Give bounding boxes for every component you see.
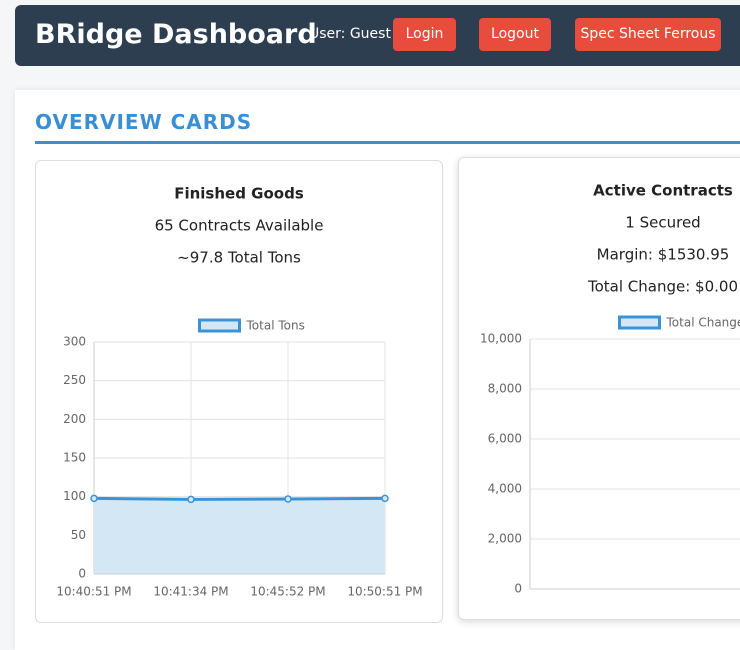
y-tick-label: 0	[514, 582, 522, 596]
x-tick-label: 10:41:34 PM	[153, 585, 228, 599]
x-tick-label: 10:45:52 PM	[250, 585, 325, 599]
y-tick-label: 2,000	[488, 532, 522, 546]
y-tick-label: 50	[71, 528, 86, 542]
x-tick-label: 10:50:51 PM	[347, 585, 422, 599]
y-tick-label: 150	[63, 451, 86, 465]
legend-swatch	[620, 317, 660, 328]
y-tick-label: 300	[63, 335, 86, 349]
legend-label: Total Change	[666, 316, 740, 330]
logout-button[interactable]: Logout	[479, 18, 551, 51]
point	[188, 496, 194, 502]
y-tick-label: 10,000	[480, 332, 522, 346]
page: BRidge Dashboard User: Guest Login Logou…	[0, 0, 740, 634]
y-tick-label: 4,000	[488, 482, 522, 496]
point	[91, 495, 97, 501]
area	[94, 498, 385, 574]
legend-swatch	[200, 320, 240, 331]
app-title: BRidge Dashboard	[35, 19, 317, 50]
y-tick-label: 8,000	[488, 382, 522, 396]
card-title: Finished Goods	[174, 185, 304, 203]
login-button[interactable]: Login	[393, 18, 456, 51]
spec-sheet-button[interactable]: Spec Sheet Ferrous	[575, 18, 721, 51]
line	[94, 498, 385, 499]
card-content: Finished Goods 65 Contracts Available ~97.…	[36, 161, 442, 622]
y-tick-label: 200	[63, 412, 86, 426]
point	[285, 496, 291, 502]
card-content: Active Contracts 1 Secured Margin: $1530.9…	[459, 158, 740, 619]
point	[382, 495, 388, 501]
y-tick-label: 6,000	[488, 432, 522, 446]
legend-label: Total Tons	[246, 319, 305, 333]
section-title: OVERVIEW CARDS	[35, 110, 252, 134]
card: Finished Goods 65 Contracts Available ~97.…	[35, 160, 443, 623]
card: Active Contracts 1 Secured Margin: $1530.9…	[458, 157, 740, 620]
card-line: 65 Contracts Available	[155, 217, 324, 235]
y-tick-label: 100	[63, 489, 86, 503]
card-line: Total Change: $0.00	[587, 278, 738, 296]
card-line: 1 Secured	[625, 214, 700, 232]
header: BRidge Dashboard User: Guest Login Logou…	[15, 5, 740, 66]
y-tick-label: 250	[63, 373, 86, 387]
card-title: Active Contracts	[593, 182, 733, 200]
x-tick-label: 10:40:51 PM	[56, 585, 131, 599]
section-underline	[35, 141, 740, 144]
card-line: Margin: $1530.95	[597, 246, 730, 264]
y-tick-label: 0	[78, 567, 86, 581]
user-label: User: Guest	[309, 26, 391, 42]
card-line: ~97.8 Total Tons	[177, 249, 301, 267]
